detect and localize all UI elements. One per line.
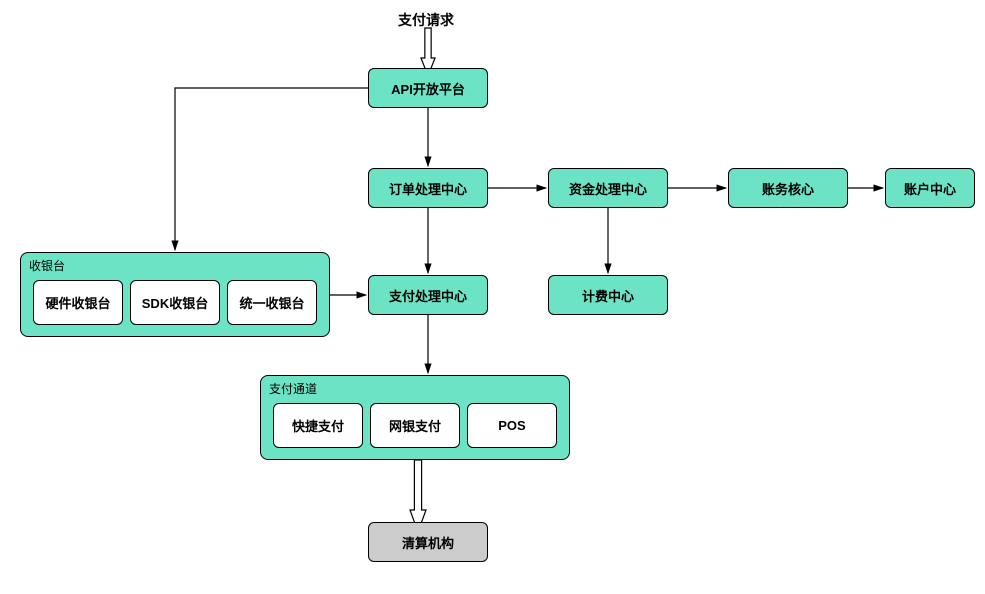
node-cashier-sdk: SDK收银台 xyxy=(130,280,220,325)
node-settlement: 清算机构 xyxy=(368,522,488,562)
node-account: 账户中心 xyxy=(885,168,975,208)
top-label: 支付请求 xyxy=(398,10,454,30)
node-payproc: 支付处理中心 xyxy=(368,275,488,315)
flowchart-diagram: 支付请求 API开放平台 订单处理中心 资金处理中心 账务核心 账户中心 支付处… xyxy=(0,0,985,594)
node-api: API开放平台 xyxy=(368,68,488,108)
node-channel-quick: 快捷支付 xyxy=(273,403,363,448)
node-billing: 计费中心 xyxy=(548,275,668,315)
node-cashier-uni: 统一收银台 xyxy=(227,280,317,325)
node-channel-bank: 网银支付 xyxy=(370,403,460,448)
node-fund: 资金处理中心 xyxy=(548,168,668,208)
container-cashier-title: 收银台 xyxy=(29,257,65,274)
node-order: 订单处理中心 xyxy=(368,168,488,208)
node-ledger: 账务核心 xyxy=(728,168,848,208)
node-channel-pos: POS xyxy=(467,403,557,448)
container-channel-title: 支付通道 xyxy=(269,380,317,397)
node-cashier-hw: 硬件收银台 xyxy=(33,280,123,325)
